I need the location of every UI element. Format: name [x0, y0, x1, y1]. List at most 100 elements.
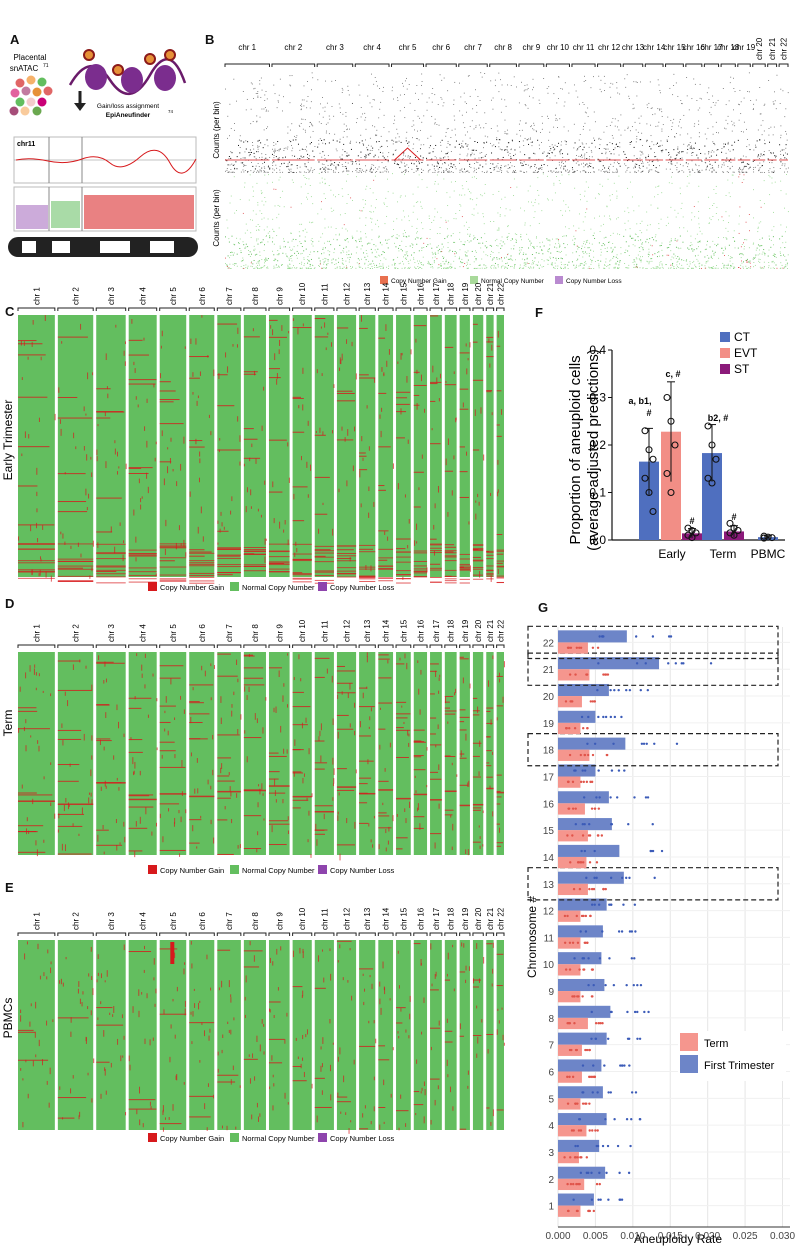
f-point	[649, 507, 657, 516]
hm-chr-bracket	[429, 932, 443, 936]
g-ytick: 19	[543, 719, 555, 730]
f-xtick: Early	[658, 547, 685, 561]
g-ylabel: Chromosome #	[525, 896, 539, 978]
hm-chr-label: chr 17	[432, 282, 441, 305]
panel-label-a: A	[10, 32, 20, 47]
hm-chr-label: chr 1	[32, 287, 41, 305]
b-chr-bracket	[752, 63, 766, 67]
hm-chr-bracket	[128, 932, 158, 936]
b-chr-bracket	[391, 63, 425, 67]
chromosome-ideogram	[8, 237, 198, 257]
b-chr-label: chr 19	[733, 43, 756, 52]
b-chr-bracket	[224, 63, 270, 67]
hm-chr-column	[430, 940, 442, 1130]
hm-chr-bracket	[314, 307, 335, 311]
g-xtick: 0.005	[583, 1231, 608, 1242]
f-point	[708, 479, 716, 487]
b-chr-coverage	[355, 73, 390, 269]
g-ytick: 13	[543, 880, 555, 891]
hm-chr-column	[57, 652, 94, 855]
hm-chr-column	[57, 940, 95, 1130]
panel-label-e: E	[5, 880, 14, 895]
g-xtick: 0.010	[620, 1231, 645, 1242]
b-chr-coverage	[489, 72, 518, 269]
hm-chr-bracket	[292, 644, 313, 648]
g-bar-first	[558, 630, 627, 643]
f-ytick: 0.1	[589, 486, 606, 500]
hm-chr-label: chr 7	[225, 624, 234, 642]
b-chr-coverage	[426, 74, 457, 269]
g-highlight-box	[527, 867, 779, 901]
chr11-label: chr11	[17, 141, 35, 148]
b-chr-coverage	[546, 76, 571, 269]
hm-chr-bracket	[188, 644, 215, 648]
b-chr-label: chr 3	[326, 43, 344, 52]
hm-chr-column	[472, 940, 485, 1130]
hm-chr-bracket	[95, 307, 127, 311]
f-point	[645, 488, 653, 497]
hm-chr-label: chr 11	[320, 620, 329, 642]
g-ytick: 16	[543, 799, 555, 810]
f-ytick: 0.0	[589, 533, 606, 547]
b-chr-bracket	[316, 63, 354, 67]
b-chr-coverage	[391, 73, 425, 269]
hm-chr-bracket	[268, 644, 291, 648]
g-bar-first	[558, 657, 660, 670]
g-xtick: 0.020	[695, 1231, 720, 1242]
hm-chr-label: chr 16	[416, 282, 425, 305]
hm-chr-column	[396, 652, 411, 855]
f-point	[663, 469, 671, 478]
hm-chr-column	[243, 940, 266, 1130]
hm-chr-bracket	[485, 307, 495, 311]
b-chr-label: chr 14	[643, 43, 666, 52]
hm-chr-bracket	[413, 644, 428, 648]
hm-chr-bracket	[159, 307, 187, 311]
f-point	[726, 519, 734, 527]
b-chr-label: chr 22	[780, 37, 789, 60]
g-ytick: 10	[543, 960, 555, 971]
hm-chr-label: chr 1	[32, 912, 41, 930]
f-annotation: c, #	[665, 369, 680, 379]
f-ytick: 0.3	[589, 391, 606, 405]
f-point	[708, 441, 716, 449]
hm-chr-column	[96, 652, 126, 855]
hm-chr-column	[444, 652, 458, 855]
g-xtick: 0.015	[658, 1231, 683, 1242]
hm-chr-label: chr 17	[432, 619, 441, 642]
b-chr-bracket	[545, 63, 570, 67]
b-chr-coverage	[767, 74, 778, 269]
e-row-label: PBMCs	[1, 998, 15, 1039]
g-bar-first	[558, 978, 605, 992]
hm-chr-label: chr 11	[320, 908, 329, 930]
hm-legend: Copy Number Gain Normal Copy Number Copy N…	[148, 1133, 394, 1143]
g-ytick: 8	[548, 1014, 554, 1025]
g-bar-first	[558, 710, 596, 723]
g-bar-term	[558, 803, 585, 815]
hm-chr-column	[444, 315, 457, 584]
hm-chr-label: chr 8	[251, 912, 260, 930]
hm-chr-column	[292, 940, 313, 1130]
g-ytick: 14	[543, 853, 555, 864]
hm-chr-label: chr 6	[198, 912, 207, 930]
b-chr-bracket	[703, 63, 720, 67]
g-ytick: 21	[543, 665, 555, 676]
f-bar	[702, 453, 722, 540]
g-bar-term	[558, 991, 581, 1003]
hm-legend-item: Copy Number Gain	[160, 866, 224, 875]
hm-chr-bracket	[188, 932, 215, 936]
hm-chr-bracket	[336, 644, 357, 648]
hm-chr-label: chr 12	[343, 907, 352, 930]
hm-chr-label: chr 6	[198, 624, 207, 642]
hm-chr-column	[217, 652, 242, 855]
b-chr-bracket	[767, 63, 778, 67]
hm-chr-column	[128, 652, 158, 858]
g-bar-term	[558, 669, 590, 681]
b-chr-coverage	[271, 72, 316, 269]
cell-cluster	[9, 75, 53, 116]
panel-f-bar-chart: Proportion of aneuploid cells (average a…	[567, 330, 786, 561]
hm-chr-column	[396, 940, 411, 1131]
hm-chr-bracket	[336, 307, 357, 311]
hm-chr-bracket	[268, 307, 291, 311]
hm-chr-column	[314, 652, 335, 855]
nucleosome-illustration	[68, 49, 187, 96]
